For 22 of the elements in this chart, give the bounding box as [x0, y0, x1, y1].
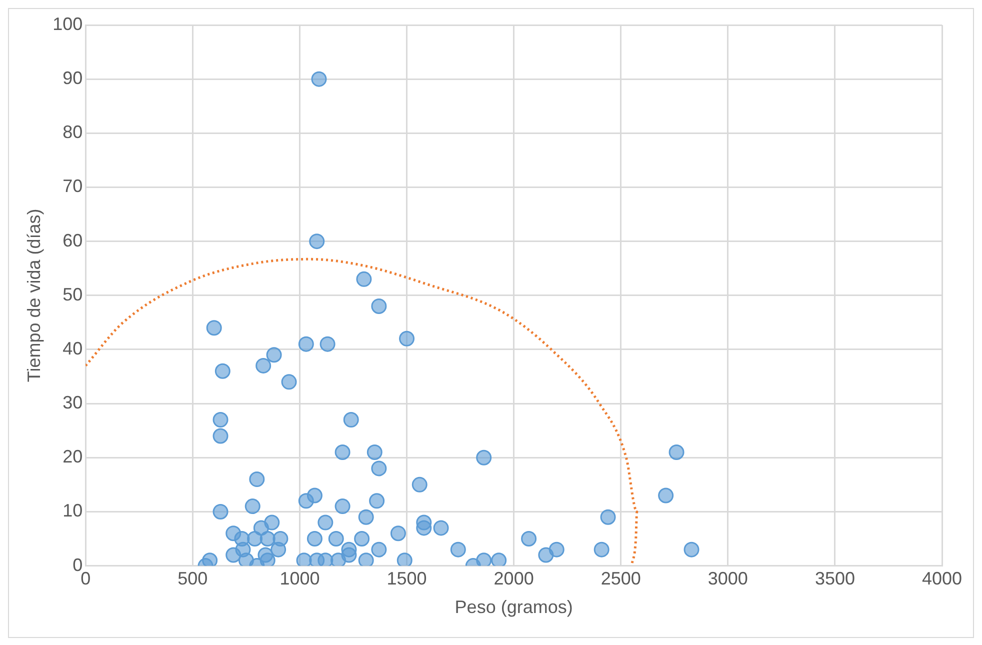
y-tick-label: 80 — [62, 122, 83, 142]
y-tick-label: 90 — [62, 68, 83, 88]
x-tick-label: 2000 — [494, 568, 534, 589]
line-series — [86, 258, 638, 566]
x-tick-label: 3500 — [814, 568, 855, 589]
x-tick-label: 500 — [178, 568, 208, 589]
x-tick-label: 2500 — [600, 568, 641, 589]
x-axis-title: Peso (gramos) — [454, 597, 573, 618]
x-tick-label: 4000 — [922, 568, 962, 589]
y-tick-label: 0 — [72, 554, 83, 575]
y-tick-label: 50 — [62, 284, 83, 304]
y-tick-label: 40 — [62, 338, 83, 358]
y-tick-label: 100 — [52, 14, 83, 34]
y-axis-title: Tiempo de vida (días) — [24, 208, 44, 382]
y-tick-label: 70 — [62, 176, 83, 196]
y-tick-label: 30 — [62, 392, 83, 413]
x-tick-label: 3000 — [708, 568, 748, 589]
x-tick-label: 1000 — [280, 568, 320, 589]
y-tick-label: 20 — [62, 446, 83, 467]
y-tick-label: 10 — [62, 500, 83, 521]
y-tick-label: 60 — [62, 230, 83, 250]
x-tick-label: 1500 — [386, 568, 427, 589]
